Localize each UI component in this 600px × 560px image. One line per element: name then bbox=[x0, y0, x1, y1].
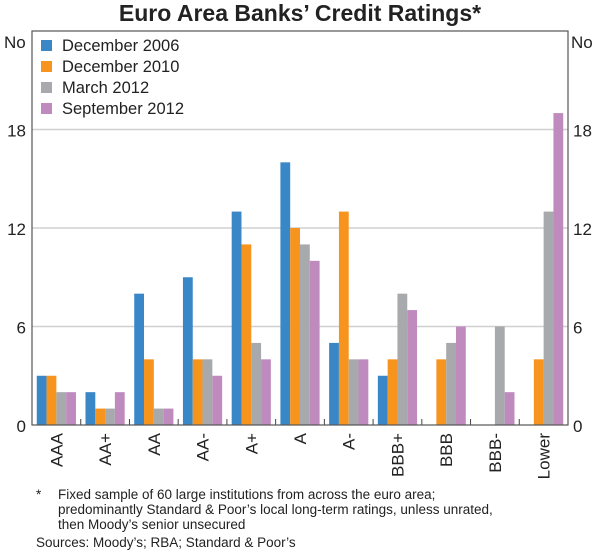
bar-A-0 bbox=[280, 162, 291, 426]
chart-title: Euro Area Banks’ Credit Ratings* bbox=[118, 0, 482, 26]
bar-AA--3 bbox=[212, 375, 223, 425]
x-tick-label: A+ bbox=[242, 433, 261, 454]
x-tick-label: A- bbox=[340, 433, 359, 450]
x-tick-label: AA- bbox=[194, 433, 213, 461]
legend-swatch bbox=[41, 40, 52, 51]
bar-AAA-1 bbox=[46, 375, 57, 425]
footnote-marker: * bbox=[36, 487, 42, 502]
bar-BBB-1 bbox=[436, 359, 447, 425]
x-tick-label: BBB- bbox=[486, 433, 505, 473]
legend-swatch bbox=[41, 103, 52, 114]
y-tick-label-left: 6 bbox=[17, 319, 26, 338]
bar-BBB--2 bbox=[494, 326, 505, 425]
y-tick-label-right: 6 bbox=[573, 319, 582, 338]
bar-A+-3 bbox=[261, 359, 271, 425]
x-tick-label: AA+ bbox=[96, 433, 115, 466]
x-tick-label: AAA bbox=[47, 432, 66, 467]
footnote-line-1: Fixed sample of 60 large institutions fr… bbox=[58, 487, 436, 502]
legend-swatch bbox=[41, 61, 52, 72]
x-tick-label: Lower bbox=[535, 433, 554, 480]
bar-BBB-2 bbox=[446, 342, 456, 425]
y-tick-label-left: 12 bbox=[7, 220, 26, 239]
bar-BBB--3 bbox=[504, 392, 515, 425]
y-tick-label-right: 18 bbox=[573, 122, 592, 141]
bar-AA+-2 bbox=[105, 408, 115, 425]
bar-BBB+-1 bbox=[387, 359, 398, 425]
bar-A-1 bbox=[290, 228, 300, 425]
x-tick-label: A bbox=[291, 432, 310, 444]
bar-AAA-0 bbox=[36, 375, 47, 425]
x-tick-label: BBB bbox=[437, 433, 456, 467]
y-tick-label-right: 12 bbox=[573, 220, 592, 239]
bar-A+-1 bbox=[241, 244, 252, 425]
bar-BBB+-0 bbox=[377, 375, 388, 425]
bar-A+-2 bbox=[251, 342, 262, 425]
bar-BBB-3 bbox=[455, 326, 466, 425]
bar-A--2 bbox=[348, 359, 359, 425]
legend-label: March 2012 bbox=[62, 79, 149, 97]
bar-BBB+-2 bbox=[397, 293, 408, 425]
x-tick-label: BBB+ bbox=[388, 433, 407, 477]
bar-AA-2 bbox=[153, 408, 164, 425]
bar-A-2 bbox=[300, 244, 310, 425]
y-tick-label-left: 18 bbox=[7, 122, 26, 141]
bar-AA--2 bbox=[202, 359, 213, 425]
legend-label: September 2012 bbox=[62, 100, 184, 118]
bar-AA-3 bbox=[163, 408, 174, 425]
y-tick-label-right: 0 bbox=[573, 417, 582, 436]
legend-swatch bbox=[41, 82, 52, 93]
bar-A--0 bbox=[329, 342, 339, 425]
sources-note: Sources: Moody’s; RBA; Standard & Poor’s bbox=[36, 535, 296, 550]
y-tick-label-left: 0 bbox=[17, 417, 26, 436]
bar-AA+-1 bbox=[95, 408, 106, 425]
bar-Lower-2 bbox=[543, 211, 554, 425]
bar-AAA-3 bbox=[66, 392, 76, 425]
bar-Lower-1 bbox=[533, 359, 544, 425]
bar-AA--1 bbox=[192, 359, 203, 425]
bar-BBB+-3 bbox=[407, 310, 418, 425]
plot-frame bbox=[31, 30, 569, 426]
bar-A-3 bbox=[309, 260, 320, 425]
footnote-line-2: predominantly Standard & Poor’s local lo… bbox=[58, 502, 493, 517]
bar-AAA-2 bbox=[56, 392, 67, 425]
bar-AA+-0 bbox=[85, 392, 96, 425]
bar-Lower-3 bbox=[553, 113, 564, 425]
footnote-line-3: then Moody’s senior unsecured bbox=[58, 517, 246, 532]
bar-AA-1 bbox=[144, 359, 154, 425]
legend-label: December 2006 bbox=[62, 37, 179, 55]
bar-AA--0 bbox=[182, 277, 193, 425]
bar-A+-0 bbox=[231, 211, 242, 425]
bar-AA+-3 bbox=[114, 392, 125, 425]
bar-AA-0 bbox=[134, 293, 145, 425]
legend-label: December 2010 bbox=[62, 58, 179, 76]
bar-A--3 bbox=[358, 359, 369, 425]
x-tick-label: AA bbox=[145, 432, 164, 455]
y-axis-label-right: No bbox=[571, 33, 593, 52]
y-axis-label-left: No bbox=[4, 33, 26, 52]
bar-A--1 bbox=[338, 211, 349, 425]
